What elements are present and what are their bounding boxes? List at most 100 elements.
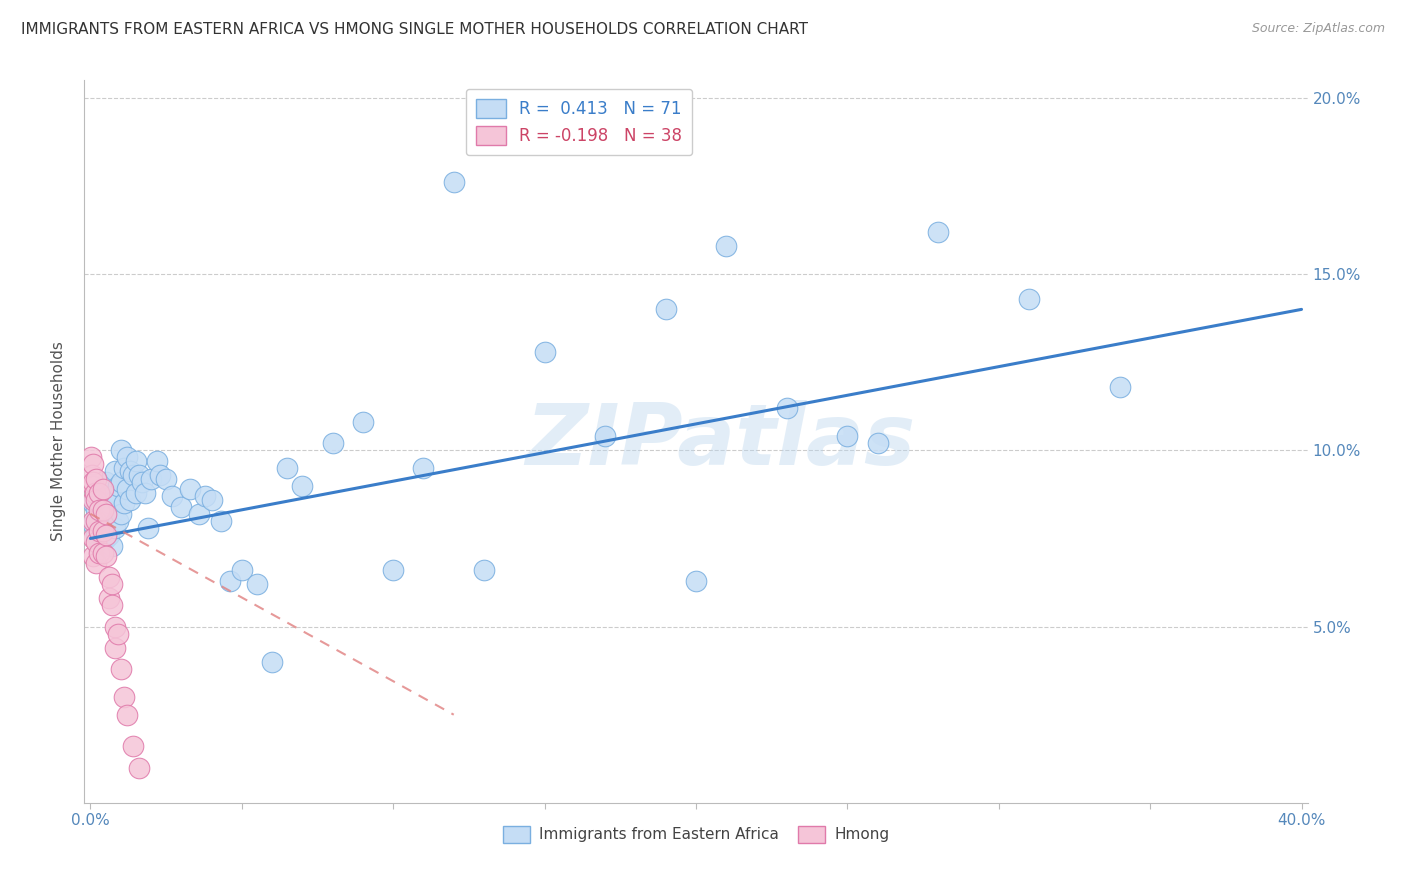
Point <box>927 225 949 239</box>
Point <box>89 524 111 539</box>
Point <box>97 570 120 584</box>
Point <box>218 574 240 588</box>
Point <box>82 492 104 507</box>
Point <box>112 690 135 704</box>
Point <box>91 503 114 517</box>
Point <box>200 492 222 507</box>
Point <box>1018 292 1040 306</box>
Point <box>82 514 104 528</box>
Point <box>89 545 111 559</box>
Point <box>121 739 143 754</box>
Point <box>128 760 150 774</box>
Point <box>89 485 111 500</box>
Point <box>131 475 153 489</box>
Point <box>91 535 114 549</box>
Point <box>593 429 616 443</box>
Point <box>104 492 127 507</box>
Point <box>118 465 141 479</box>
Legend: Immigrants from Eastern Africa, Hmong: Immigrants from Eastern Africa, Hmong <box>496 820 896 849</box>
Point <box>685 574 707 588</box>
Point <box>443 176 465 190</box>
Point <box>107 514 129 528</box>
Point <box>86 471 108 485</box>
Point <box>89 503 111 517</box>
Point <box>104 619 127 633</box>
Point <box>86 556 108 570</box>
Point <box>155 471 177 485</box>
Point <box>80 468 103 483</box>
Point <box>262 655 284 669</box>
Point <box>82 532 104 546</box>
Point <box>209 514 232 528</box>
Point <box>412 461 434 475</box>
Point <box>107 478 129 492</box>
Point <box>110 443 132 458</box>
Point <box>86 535 108 549</box>
Text: Source: ZipAtlas.com: Source: ZipAtlas.com <box>1251 22 1385 36</box>
Point <box>654 302 676 317</box>
Point <box>322 436 344 450</box>
Point <box>160 489 183 503</box>
Point <box>112 496 135 510</box>
Point <box>125 454 148 468</box>
Point <box>97 496 120 510</box>
Point <box>97 528 120 542</box>
Point <box>94 503 117 517</box>
Point <box>100 489 122 503</box>
Point <box>382 563 405 577</box>
Point <box>82 549 104 563</box>
Point <box>91 507 114 521</box>
Point <box>716 239 738 253</box>
Point <box>86 528 108 542</box>
Point <box>94 549 117 563</box>
Point <box>472 563 495 577</box>
Point <box>136 521 159 535</box>
Point <box>115 450 138 465</box>
Point <box>100 539 122 553</box>
Point <box>97 591 120 606</box>
Point <box>128 468 150 483</box>
Point <box>91 524 114 539</box>
Point <box>94 507 117 521</box>
Point <box>352 415 374 429</box>
Point <box>82 517 104 532</box>
Point <box>188 507 211 521</box>
Point <box>82 458 104 472</box>
Point <box>125 485 148 500</box>
Point <box>82 496 104 510</box>
Point <box>94 475 117 489</box>
Point <box>837 429 859 443</box>
Point <box>86 514 108 528</box>
Point <box>139 471 162 485</box>
Point <box>94 528 117 542</box>
Y-axis label: Single Mother Households: Single Mother Households <box>51 342 66 541</box>
Point <box>112 461 135 475</box>
Point <box>1108 380 1130 394</box>
Point <box>866 436 889 450</box>
Point <box>104 640 127 655</box>
Point <box>134 485 156 500</box>
Point <box>115 482 138 496</box>
Point <box>110 507 132 521</box>
Point <box>291 478 314 492</box>
Point <box>231 563 253 577</box>
Point <box>82 475 104 489</box>
Point <box>149 468 172 483</box>
Point <box>89 485 111 500</box>
Point <box>91 482 114 496</box>
Point <box>179 482 201 496</box>
Point <box>276 461 298 475</box>
Point <box>104 521 127 535</box>
Point <box>776 401 799 415</box>
Point <box>100 577 122 591</box>
Point <box>89 542 111 557</box>
Point <box>84 485 107 500</box>
Point <box>533 344 555 359</box>
Point <box>80 450 103 465</box>
Point <box>118 492 141 507</box>
Point <box>107 626 129 640</box>
Point <box>104 465 127 479</box>
Point <box>194 489 217 503</box>
Point <box>115 707 138 722</box>
Point <box>110 662 132 676</box>
